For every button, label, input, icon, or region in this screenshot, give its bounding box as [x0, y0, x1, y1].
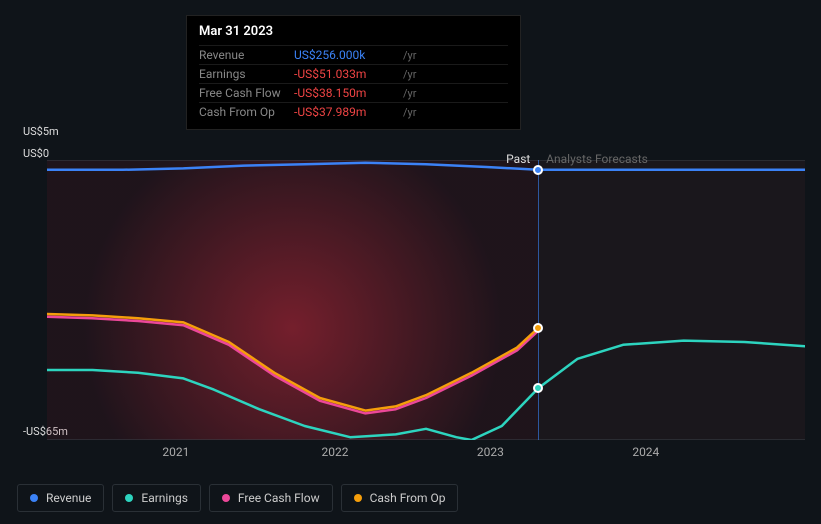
tooltip-metric-value: -US$51.033m: [294, 67, 399, 81]
series-line-free-cash-flow: [47, 317, 538, 414]
series-line-earnings: [47, 341, 805, 440]
tooltip-metric-label: Cash From Op: [199, 105, 294, 119]
legend-item-revenue[interactable]: Revenue: [17, 484, 104, 512]
tooltip-metric-label: Free Cash Flow: [199, 86, 294, 100]
series-line-cash-from-op: [47, 314, 538, 411]
tooltip-unit: /yr: [403, 68, 416, 81]
tooltip-row: RevenueUS$256.000k/yr: [199, 45, 508, 64]
tooltip-unit: /yr: [403, 49, 416, 62]
tooltip-unit: /yr: [403, 106, 416, 119]
past-future-divider: [538, 160, 539, 440]
legend-dot-icon: [354, 494, 362, 502]
tooltip-unit: /yr: [403, 87, 416, 100]
forecast-label: Analysts Forecasts: [546, 152, 648, 166]
tooltip-metric-value: -US$37.989m: [294, 105, 399, 119]
legend-item-cash-from-op[interactable]: Cash From Op: [341, 484, 459, 512]
past-label: Past: [506, 152, 530, 166]
tooltip-row: Free Cash Flow-US$38.150m/yr: [199, 83, 508, 102]
series-marker-revenue: [533, 165, 543, 175]
earnings-revenue-chart[interactable]: US$5mUS$0-US$65m PastAnalysts Forecasts …: [17, 125, 805, 470]
x-axis-tick: 2024: [632, 445, 659, 459]
plot-area[interactable]: PastAnalysts Forecasts: [47, 160, 805, 440]
y-axis-label: US$0: [23, 147, 49, 160]
legend-item-free-cash-flow[interactable]: Free Cash Flow: [209, 484, 333, 512]
tooltip-row: Earnings-US$51.033m/yr: [199, 64, 508, 83]
x-axis: 2021 2022 2023 2024: [47, 445, 805, 465]
legend-dot-icon: [222, 494, 230, 502]
tooltip-metric-value: US$256.000k: [294, 48, 399, 62]
legend-item-earnings[interactable]: Earnings: [112, 484, 201, 512]
legend-dot-icon: [125, 494, 133, 502]
series-line-revenue: [47, 163, 805, 170]
legend-label: Earnings: [141, 491, 188, 505]
x-axis-tick: 2023: [477, 445, 504, 459]
tooltip-row: Cash From Op-US$37.989m/yr: [199, 102, 508, 121]
series-marker-earnings: [533, 383, 543, 393]
chart-legend: Revenue Earnings Free Cash Flow Cash From O…: [17, 484, 458, 512]
x-axis-tick: 2021: [162, 445, 189, 459]
x-axis-tick: 2022: [322, 445, 349, 459]
legend-label: Revenue: [46, 491, 91, 505]
series-marker-cash-from-op: [533, 323, 543, 333]
legend-label: Free Cash Flow: [238, 491, 320, 505]
tooltip-date: Mar 31 2023: [199, 24, 508, 45]
chart-tooltip: Mar 31 2023 RevenueUS$256.000k/yrEarning…: [186, 15, 521, 130]
tooltip-metric-label: Earnings: [199, 67, 294, 81]
y-axis-label: US$5m: [23, 125, 59, 138]
legend-dot-icon: [30, 494, 38, 502]
tooltip-metric-value: -US$38.150m: [294, 86, 399, 100]
tooltip-metric-label: Revenue: [199, 48, 294, 62]
legend-label: Cash From Op: [370, 491, 446, 505]
